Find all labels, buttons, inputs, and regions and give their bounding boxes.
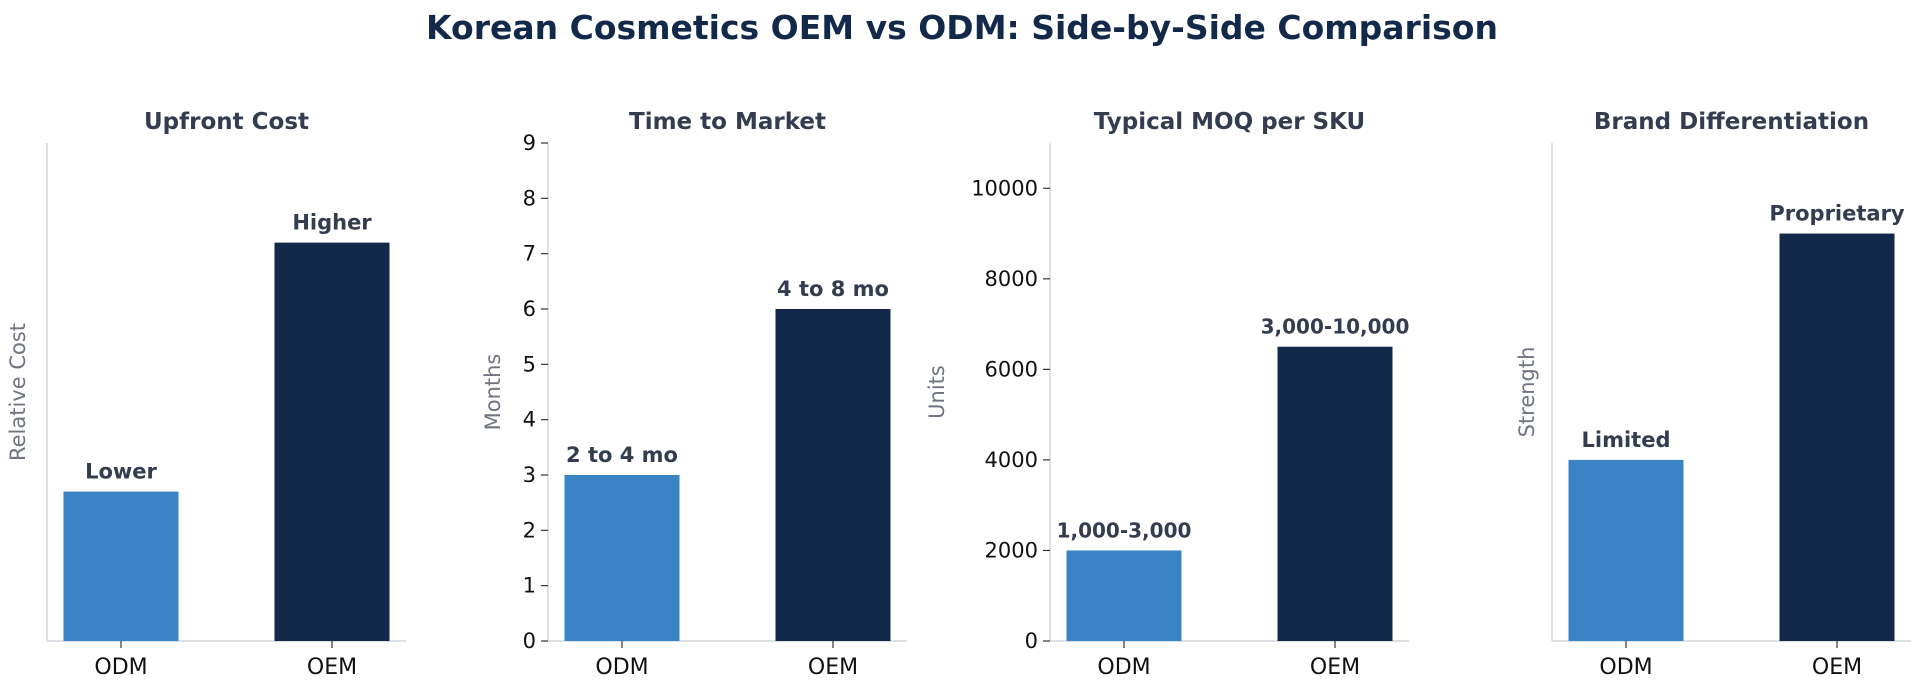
y-tick-label: 0: [1025, 629, 1038, 653]
x-tick-label: ODM: [94, 655, 147, 680]
y-tick-label: 0: [523, 629, 536, 653]
panel-title: Time to Market: [629, 109, 826, 135]
y-tick-label: 3: [523, 463, 536, 487]
bar-odm: [564, 475, 680, 641]
y-tick-label: 8: [523, 186, 536, 210]
bar-oem: [1779, 233, 1895, 641]
y-tick-label: 1: [523, 574, 536, 598]
y-axis-label: Units: [925, 365, 949, 419]
y-tick-label: 2000: [985, 538, 1038, 562]
bar-odm: [1568, 459, 1684, 641]
data-label: Lower: [85, 460, 157, 484]
data-label: 4 to 8 mo: [777, 277, 889, 301]
y-tick-label: 6000: [985, 357, 1038, 381]
x-tick-label: ODM: [595, 655, 648, 680]
chart-panel-1: Upfront Cost Relative Cost Lower ODM Higher O…: [6, 109, 406, 680]
x-tick-label: OEM: [1812, 655, 1862, 680]
figure-title: Korean Cosmetics OEM vs ODM: Side-by-Sid…: [426, 8, 1498, 47]
chart-panel-3: Typical MOQ per SKU Units 0 2000 4000 6000 800…: [925, 109, 1409, 680]
data-label: 1,000-3,000: [1057, 518, 1192, 542]
panel-title: Brand Differentiation: [1594, 109, 1869, 135]
x-tick-label: OEM: [808, 655, 858, 680]
y-tick-label: 5: [523, 352, 536, 376]
x-tick-label: OEM: [1310, 655, 1360, 680]
y-axis-label: Months: [481, 354, 505, 431]
bar-oem: [274, 242, 390, 641]
data-label: 2 to 4 mo: [566, 443, 678, 467]
y-tick-label: 4: [523, 408, 536, 432]
y-tick-label: 4000: [985, 448, 1038, 472]
bar-odm: [63, 491, 179, 641]
panel-title: Typical MOQ per SKU: [1094, 109, 1365, 135]
y-axis-label: Relative Cost: [6, 323, 30, 461]
x-tick-label: ODM: [1599, 655, 1652, 680]
data-label: Proprietary: [1769, 202, 1905, 226]
chart-panel-4: Brand Differentiation Strength Limited ODM P…: [1515, 109, 1911, 680]
x-tick-label: ODM: [1097, 655, 1150, 680]
x-tick-label: OEM: [307, 655, 357, 680]
y-tick-label: 2: [523, 518, 536, 542]
y-axis-label: Strength: [1515, 347, 1539, 438]
data-label: Limited: [1582, 428, 1671, 452]
chart-panel-2: Time to Market Months 0 1 2 3 4 5 6 7 8 9 2 to 4 mo O…: [481, 109, 907, 680]
data-label: 3,000-10,000: [1261, 315, 1410, 339]
y-tick-label: 10000: [971, 176, 1038, 200]
bar-oem: [1277, 346, 1393, 641]
panel-title: Upfront Cost: [144, 109, 309, 135]
bar-odm: [1066, 550, 1182, 641]
data-label: Higher: [292, 211, 372, 235]
y-tick-label: 6: [523, 297, 536, 321]
y-tick-label: 7: [523, 242, 536, 266]
y-tick-label: 8000: [985, 267, 1038, 291]
y-tick-label: 9: [523, 131, 536, 155]
bar-oem: [775, 309, 891, 641]
